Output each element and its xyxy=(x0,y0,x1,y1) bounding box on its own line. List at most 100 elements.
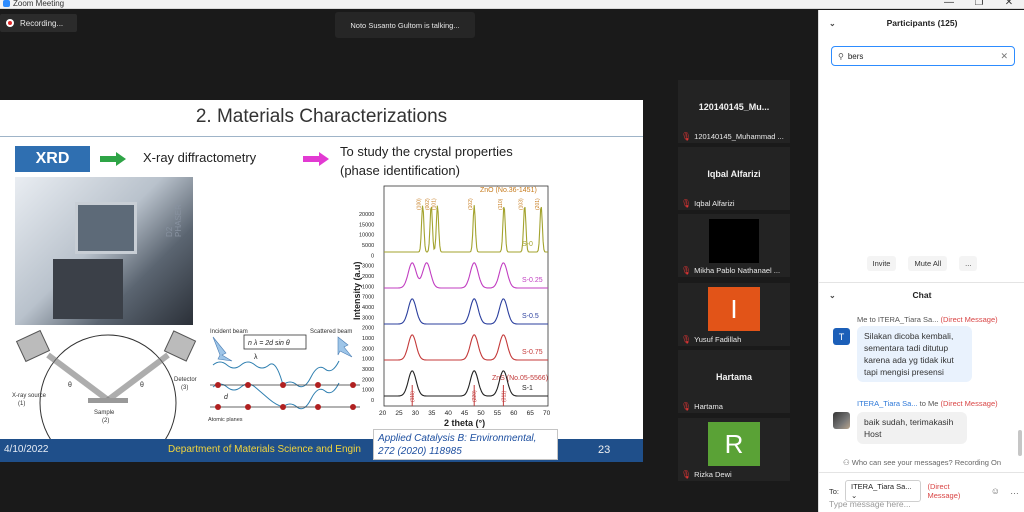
peak-annotation: (201) xyxy=(535,198,541,210)
y-tick-label: 7000 xyxy=(362,295,374,301)
chat-collapse-chevron-icon[interactable]: ⌄ xyxy=(829,290,836,300)
people-icon: ⚇ xyxy=(842,458,850,467)
peak-annotation: (111) xyxy=(410,391,416,402)
peak-annotation: (100) xyxy=(417,198,423,210)
message-input[interactable]: Type message here... xyxy=(829,499,911,509)
msg1-line-4: tapi mengisi presensi xyxy=(864,367,944,377)
tile-label: 🎙 120140145_Muhammad ... xyxy=(681,132,789,141)
incident-beam-text: Incident beam xyxy=(210,329,248,335)
participant-tile-5[interactable]: Hartama 🎙 Hartama xyxy=(678,350,790,413)
recording-indicator[interactable]: Recording... xyxy=(0,14,77,32)
lambda-label: λ xyxy=(254,354,258,361)
chat-scrollbar[interactable] xyxy=(1018,430,1022,456)
atomic-planes-text: Atomic planes xyxy=(208,417,243,423)
emoji-icon[interactable]: ☺ xyxy=(990,486,1000,496)
sender-avatar: T xyxy=(833,328,850,345)
more-options-button[interactable]: ... xyxy=(959,256,978,271)
participant-tile-3[interactable]: 🎙 Mikha Pablo Nathanael ... xyxy=(678,214,790,277)
participant-tile-2[interactable]: Iqbal Alfarizi 🎙 Iqbal Alfarizi xyxy=(678,147,790,210)
search-icon: ⚲ xyxy=(838,51,844,61)
x-tick-label: 45 xyxy=(461,410,469,417)
sample-text: Sample xyxy=(94,410,115,416)
series-line xyxy=(384,370,548,397)
recording-label: Recording... xyxy=(20,18,64,28)
tile-label-text: 120140145_Muhammad ... xyxy=(694,132,784,141)
y-tick-label: 0 xyxy=(371,398,374,404)
y-tick-label: 20000 xyxy=(359,212,374,218)
method-label: X-ray diffractometry xyxy=(143,150,257,165)
purpose-label: To study the crystal properties (phase i… xyxy=(340,142,513,180)
tile-label: 🎙 Mikha Pablo Nathanael ... xyxy=(681,266,789,275)
slide-page-number: 23 xyxy=(598,444,611,456)
msg1-line-1: Silakan dicoba kembali, xyxy=(864,331,954,341)
tile-label: 🎙 Yusuf Fadillah xyxy=(681,335,789,344)
recipient-select[interactable]: ITERA_Tiara Sa... ⌄ xyxy=(845,480,922,502)
tile-label-text: Yusuf Fadillah xyxy=(694,335,742,344)
chevron-down-icon: ⌄ xyxy=(851,491,858,500)
y-tick-label: 1000 xyxy=(362,336,374,342)
clear-search-icon[interactable]: ✕ xyxy=(1000,50,1008,61)
who-can-see-link[interactable]: ⚇ Who can see your messages? Recording O… xyxy=(819,458,1024,467)
sender-avatar-photo xyxy=(833,412,850,429)
series-line xyxy=(384,262,548,289)
citation-line-2: 272 (2020) 118985 xyxy=(378,446,462,457)
participant-actions: Invite Mute All ... xyxy=(819,256,1024,271)
mic-muted-icon: 🎙 xyxy=(681,199,692,208)
participant-search[interactable]: ⚲ ✕ xyxy=(831,46,1015,66)
series-group: S-0 S-0.25 S-0.5 S-0.75 S-1 xyxy=(384,205,548,397)
invite-button[interactable]: Invite xyxy=(866,256,897,271)
side-panel: ⌄ Participants (125) ⚲ ✕ Invite Mute All… xyxy=(818,10,1024,512)
to-label: To: xyxy=(829,486,840,496)
detector-text: Detector xyxy=(174,377,197,383)
peak-annotation: (220) xyxy=(472,390,478,402)
collapse-chevron-icon[interactable]: ⌄ xyxy=(829,18,836,28)
y-tick-label: 2000 xyxy=(362,326,374,332)
slide-date: 4/10/2022 xyxy=(4,444,49,455)
msg1-dm-tag: (Direct Message) xyxy=(940,315,998,324)
maximize-button[interactable]: ❐ xyxy=(974,0,984,8)
x-tick-label: 65 xyxy=(527,410,535,417)
more-icon[interactable]: … xyxy=(1010,486,1019,496)
annotation-group: (100) (002) (101) (102) (110) (103) (201) (111)… xyxy=(410,198,541,406)
chat-bubble-1: Silakan dicoba kembali, sementara tadi d… xyxy=(857,326,972,382)
y-tick-label: 10000 xyxy=(359,233,374,239)
machine-window xyxy=(75,202,137,254)
msg2-line-2: Host xyxy=(864,429,882,439)
x-tick-label: 35 xyxy=(428,410,436,417)
msg1-line-2: sementara tadi ditutup xyxy=(864,343,949,353)
video-feed xyxy=(709,219,759,263)
zoom-logo-icon xyxy=(3,0,10,7)
participant-tile-1[interactable]: 120140145_Mu... 🎙 120140145_Muhammad ... xyxy=(678,80,790,143)
d-spacing-label: d xyxy=(224,394,229,401)
title-bar: Zoom Meeting — ❐ ✕ xyxy=(0,0,1024,9)
series-line xyxy=(384,205,548,253)
bragg-equation: n λ = 2d sin θ xyxy=(248,340,290,347)
tile-label-text: Mikha Pablo Nathanael ... xyxy=(694,266,781,275)
series-label: S-0.25 xyxy=(522,277,543,284)
chat-input-divider xyxy=(819,472,1024,473)
xrd-machine-photo: D2 PHASER xyxy=(15,177,193,325)
y-tick-label: 3000 xyxy=(362,367,374,373)
participant-tile-6[interactable]: R 🎙 Rizka Dewi xyxy=(678,418,790,481)
y-tick-label: 5000 xyxy=(362,243,374,249)
slide-department: Department of Materials Science and Engi… xyxy=(168,444,361,455)
ref-top-label: ZnO (No.36-1451) xyxy=(480,187,537,194)
close-window-button[interactable]: ✕ xyxy=(1004,0,1014,8)
search-input[interactable] xyxy=(847,51,988,61)
msg1-line-3: karena ada yg tidak ikut xyxy=(864,355,954,365)
tile-label: 🎙 Hartama xyxy=(681,402,789,411)
peak-annotation: (311) xyxy=(501,390,507,402)
talking-text: Noto Susanto Gultom is talking... xyxy=(350,20,460,30)
series-line xyxy=(384,334,548,361)
series-line xyxy=(384,298,548,325)
y-tick-label: 4000 xyxy=(362,305,374,311)
green-arrow-icon xyxy=(100,152,126,166)
chart-xlabel: 2 theta (°) xyxy=(444,418,485,428)
xray-source-text: X-ray source xyxy=(12,393,47,399)
msg1-prefix: Me to xyxy=(857,315,878,324)
minimize-button[interactable]: — xyxy=(944,0,954,8)
participant-tile-4[interactable]: I 🎙 Yusuf Fadillah xyxy=(678,283,790,346)
y-tick-label: 2000 xyxy=(362,274,374,280)
mute-all-button[interactable]: Mute All xyxy=(908,256,948,271)
purpose-line-2: (phase identification) xyxy=(340,163,460,178)
